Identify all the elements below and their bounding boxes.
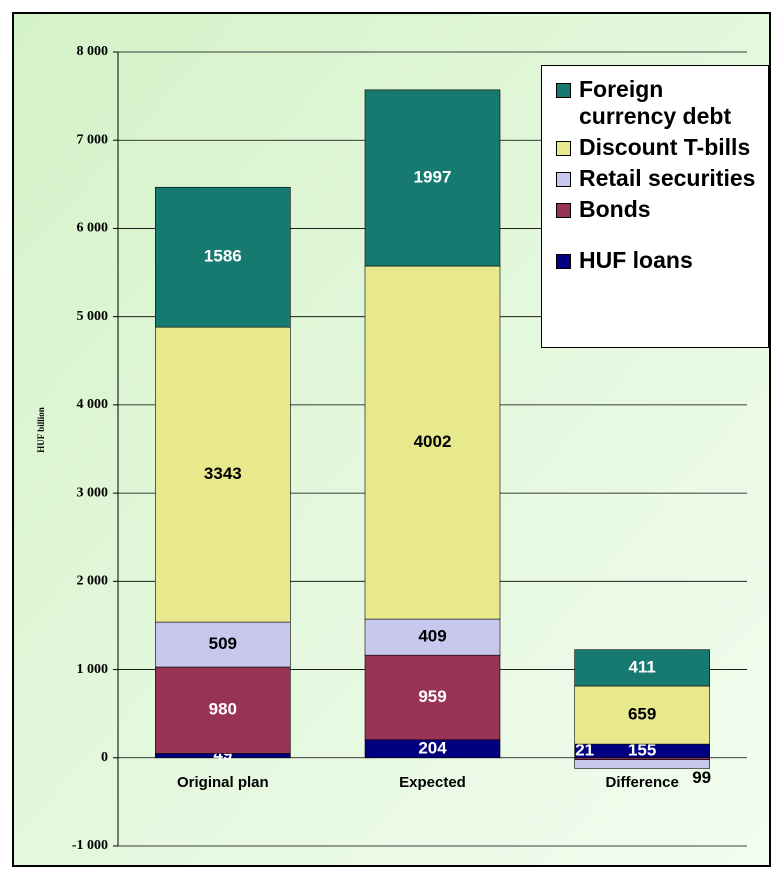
legend: Foreign currency debt Discount T-bills Ret…: [541, 65, 769, 348]
y-tick-label: 1 000: [77, 662, 109, 677]
x-tick-label: Difference: [605, 774, 678, 791]
label-bg: [194, 243, 251, 272]
y-tick-label: 0: [101, 750, 108, 765]
y-tick-label: 2 000: [77, 574, 109, 589]
y-tick-label: 5 000: [77, 309, 109, 324]
bar-segment: [364, 265, 501, 620]
y-axis-title: HUF billion: [36, 407, 46, 452]
bar-segment: [574, 759, 710, 769]
y-tick-label: 8 000: [77, 44, 109, 59]
y-tick-label: 3 000: [77, 485, 109, 500]
legend-swatch: [556, 141, 571, 156]
x-tick-label: Original plan: [177, 774, 269, 791]
y-tick-label: 4 000: [77, 397, 109, 412]
legend-swatch: [556, 203, 571, 218]
data-label: 4002: [414, 432, 452, 451]
legend-entry: HUF loans: [556, 247, 768, 274]
data-label: 959: [418, 687, 446, 706]
legend-label: Discount T-bills: [579, 134, 751, 160]
legend-swatch: [556, 254, 571, 269]
legend-label: Bonds: [579, 196, 651, 222]
data-label: 411: [628, 657, 655, 676]
data-label: 1997: [414, 167, 452, 186]
legend-entry: Foreign currency debt: [556, 76, 768, 130]
y-tick-label: 6 000: [77, 221, 109, 236]
x-tick-label: Expected: [399, 774, 466, 791]
bar-segment: [364, 654, 501, 741]
legend-entry: Discount T-bills: [556, 134, 768, 161]
y-tick-label: 7 000: [77, 132, 109, 147]
legend-swatch: [556, 83, 571, 98]
data-label: 99: [692, 768, 711, 787]
data-label: 659: [628, 705, 656, 724]
legend-label: Foreign currency debt: [579, 76, 732, 129]
label-bg: [614, 653, 671, 682]
data-label: 409: [418, 627, 446, 646]
bar-segment: [155, 326, 291, 623]
bar-segment: [155, 666, 291, 754]
data-label: 509: [209, 634, 237, 653]
data-label: 1586: [204, 247, 242, 266]
legend-label: Retail securities: [579, 165, 756, 191]
label-bg: [404, 163, 461, 192]
bar-segment: [155, 621, 291, 668]
legend-label: HUF loans: [579, 247, 693, 273]
data-label: 204: [418, 738, 447, 757]
legend-swatch: [556, 172, 571, 187]
data-label: 155: [628, 740, 656, 759]
data-label: 980: [209, 700, 237, 719]
bar-segment: [364, 618, 501, 656]
y-tick-label: -1 000: [72, 838, 108, 853]
legend-entry: Retail securities: [556, 165, 768, 192]
data-label: 21: [575, 740, 594, 759]
legend-entry: Bonds: [556, 196, 768, 223]
data-label: 3343: [204, 464, 242, 483]
